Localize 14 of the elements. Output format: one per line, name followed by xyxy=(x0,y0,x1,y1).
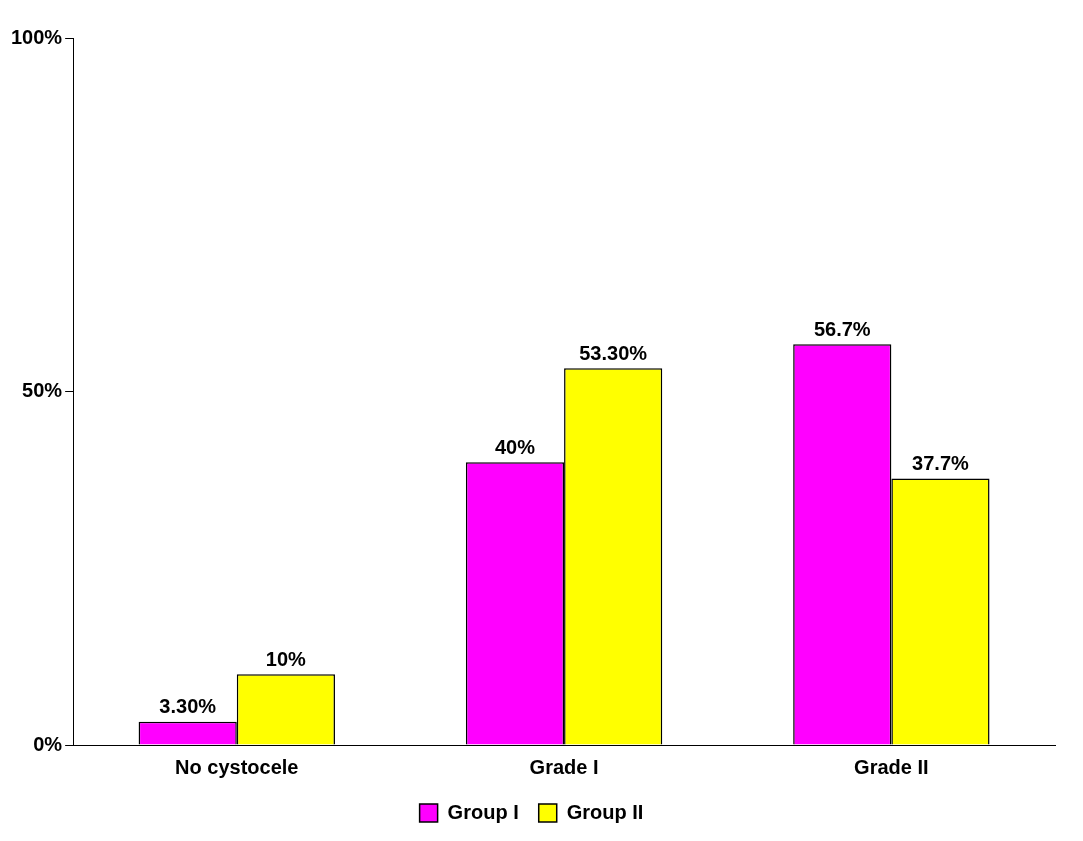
data-label: 3.30% xyxy=(159,695,217,718)
legend-label: Group I xyxy=(447,800,519,823)
data-label: 56.7% xyxy=(813,317,871,340)
y-tick-label: 0% xyxy=(33,732,63,755)
data-label: 53.30% xyxy=(579,341,648,364)
x-tick-label: Grade II xyxy=(854,755,929,778)
y-tick-label: 50% xyxy=(22,379,63,402)
x-tick-label: No cystocele xyxy=(175,755,299,778)
x-tick-label: Grade I xyxy=(529,755,599,778)
legend-label: Group II xyxy=(566,800,644,823)
data-label: 10% xyxy=(265,647,307,670)
y-tick-label: 100% xyxy=(11,25,63,48)
data-label: 37.7% xyxy=(912,451,970,474)
data-label: 40% xyxy=(494,435,536,458)
